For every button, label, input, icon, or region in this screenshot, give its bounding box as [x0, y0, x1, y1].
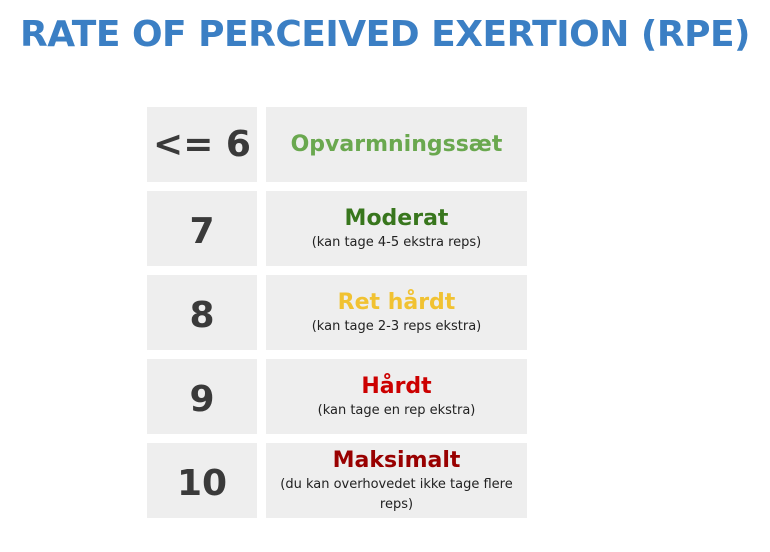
rpe-value: <= 6 — [147, 107, 257, 182]
rpe-note: (kan tage 2-3 reps ekstra) — [311, 318, 482, 334]
rpe-label: Hårdt — [361, 373, 432, 399]
rpe-row: 9 Hårdt (kan tage en rep ekstra) — [147, 359, 527, 434]
rpe-label: Moderat — [344, 205, 449, 231]
rpe-value: 9 — [147, 359, 257, 434]
rpe-label: Opvarmningssæt — [290, 131, 503, 157]
rpe-description: Hårdt (kan tage en rep ekstra) — [266, 359, 527, 434]
rpe-value: 10 — [147, 443, 257, 518]
rpe-row: 7 Moderat (kan tage 4-5 ekstra reps) — [147, 191, 527, 266]
rpe-row: <= 6 Opvarmningssæt — [147, 107, 527, 182]
rpe-description: Maksimalt (du kan overhovedet ikke tage … — [266, 443, 527, 518]
rpe-label: Ret hårdt — [337, 289, 456, 315]
rpe-value: 8 — [147, 275, 257, 350]
page-title: RATE OF PERCEIVED EXERTION (RPE) — [19, 14, 751, 55]
rpe-description: Moderat (kan tage 4-5 ekstra reps) — [266, 191, 527, 266]
rpe-label: Maksimalt — [332, 447, 461, 473]
rpe-table: <= 6 Opvarmningssæt 7 Moderat (kan tage … — [147, 107, 527, 527]
rpe-description: Ret hårdt (kan tage 2-3 reps ekstra) — [266, 275, 527, 350]
rpe-note: (kan tage en rep ekstra) — [317, 402, 476, 418]
rpe-value: 7 — [147, 191, 257, 266]
rpe-row: 8 Ret hårdt (kan tage 2-3 reps ekstra) — [147, 275, 527, 350]
rpe-row: 10 Maksimalt (du kan overhovedet ikke ta… — [147, 443, 527, 518]
rpe-note: (kan tage 4-5 ekstra reps) — [311, 234, 482, 250]
rpe-description: Opvarmningssæt — [266, 107, 527, 182]
rpe-note: (du kan overhovedet ikke tage flere reps… — [280, 476, 513, 512]
